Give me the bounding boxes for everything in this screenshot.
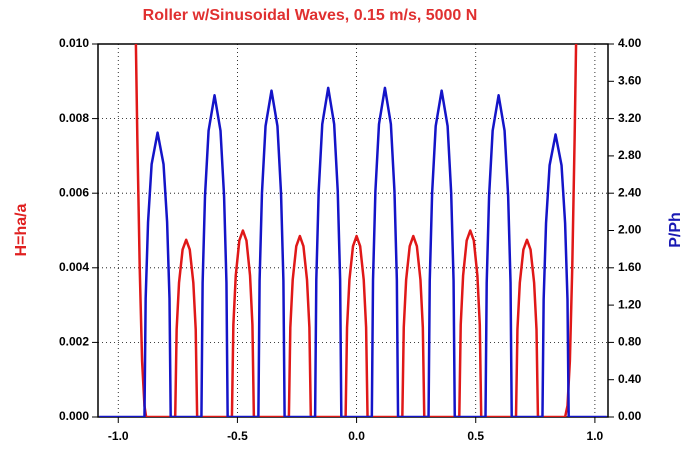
series-line [99,86,607,417]
y-tick-label: 0.008 [59,111,89,125]
series-line [134,44,578,417]
y2-tick-label: 1.60 [618,260,642,274]
y-tick-label: 0.004 [59,260,89,274]
y2-axis-label: P/Ph [667,212,684,248]
y2-tick-label: 0.40 [618,372,642,386]
y-tick-label: 0.010 [59,36,89,50]
x-tick-label: 0.0 [348,429,365,443]
y-tick-label: 0.002 [59,335,89,349]
y-axis-label: H=ha/a [13,203,30,256]
y2-tick-label: 2.40 [618,185,642,199]
y2-tick-label: 4.00 [618,36,642,50]
x-tick-label: 1.0 [587,429,604,443]
y2-tick-label: 3.60 [618,73,642,87]
y2-tick-label: 1.20 [618,297,642,311]
x-tick-label: 0.5 [467,429,484,443]
y-tick-label: 0.000 [59,409,89,423]
plot-frame [97,43,609,418]
y2-tick-label: 2.00 [618,223,642,237]
y2-tick-label: 0.80 [618,335,642,349]
x-tick-label: -1.0 [108,429,129,443]
y2-tick-label: 0.00 [618,409,642,423]
y2-tick-label: 2.80 [618,148,642,162]
chart-title: Roller w/Sinusoidal Waves, 0.15 m/s, 500… [143,7,478,24]
x-tick-label: -0.5 [227,429,248,443]
y2-tick-label: 3.20 [618,111,642,125]
y-tick-label: 0.006 [59,185,89,199]
